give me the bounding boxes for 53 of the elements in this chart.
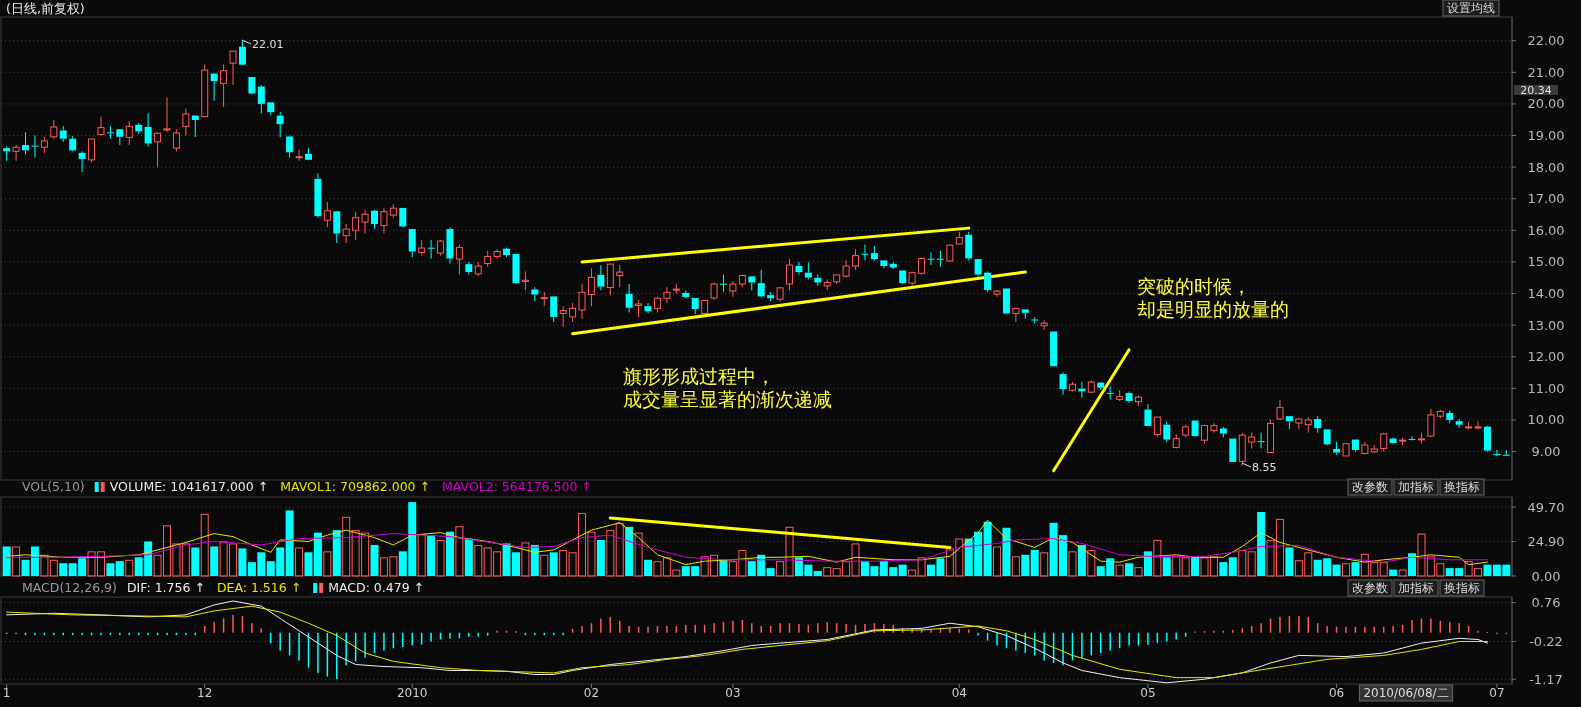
text: MAVOL1: 709862.000 ↑	[280, 479, 431, 494]
y-tick-label: 21.00	[1527, 64, 1565, 80]
x-tick-label: 05	[1140, 686, 1156, 700]
series-label: DEA: 1.516 ↑	[216, 580, 302, 595]
y-tick-label: 49.70	[1527, 499, 1565, 515]
chart-title: VOL(5,10)	[22, 479, 85, 494]
y-tick-label: 0.00	[1531, 568, 1561, 584]
y-tick-label: 16.00	[1527, 222, 1565, 238]
y-tick-label: 14.00	[1527, 286, 1565, 302]
text: 20.34	[1520, 84, 1552, 97]
y-tick-label: -0.22	[1529, 633, 1563, 649]
y-tick-label: 10.00	[1527, 412, 1565, 428]
chart-title: MACD(12,26,9)	[22, 580, 117, 595]
annotation: 加指标	[1398, 480, 1434, 494]
y-tick-label: 12.00	[1527, 349, 1565, 365]
x-tick-label: 06	[1328, 686, 1345, 700]
y-tick-label: 22.00	[1527, 33, 1565, 49]
legend-label: MACD: 0.479 ↑	[328, 580, 425, 595]
y-tick-label: 20.00	[1527, 96, 1565, 112]
x-tick-label: 1	[2, 686, 11, 700]
text: 换指标	[1444, 581, 1480, 595]
annotation: 却是明显的放量的	[1137, 298, 1289, 320]
y-tick-label: 11.00	[1527, 380, 1565, 396]
annotation: 22.01	[252, 38, 284, 51]
x-tick-label: 12	[197, 686, 213, 700]
y-tick-label: 24.90	[1527, 533, 1565, 549]
y-tick-label: 18.00	[1527, 159, 1565, 175]
y-tick-label: -1.17	[1529, 671, 1563, 687]
y-tick-label: 0.76	[1531, 595, 1561, 611]
x-tick-label: 03	[725, 686, 741, 700]
x-tick-label: 02	[583, 686, 600, 700]
y-tick-label: 13.00	[1527, 317, 1565, 333]
legend-label: VOLUME: 1041617.000 ↑	[109, 479, 269, 494]
y-tick-label: 15.00	[1527, 254, 1565, 270]
annotation: 旗形形成过程中，	[623, 365, 775, 387]
series-label: DIF: 1.756 ↑	[126, 580, 205, 595]
x-tick-label: 07	[1489, 686, 1505, 700]
chart-title: (日线,前复权)	[6, 1, 85, 16]
x-tick-label: 2010	[396, 686, 428, 700]
text: 改参数	[1352, 581, 1388, 595]
text: 加指标	[1398, 581, 1434, 595]
annotation: 改参数	[1352, 480, 1388, 494]
annotation: 成交量呈显著的渐次递减	[623, 388, 832, 410]
text: 2010/06/08/二	[1363, 686, 1449, 700]
text: 设置均线	[1447, 1, 1495, 15]
text: MAVOL2: 564176.500 ↑	[442, 479, 592, 494]
y-tick-label: 19.00	[1527, 128, 1565, 144]
y-tick-label: 17.00	[1527, 191, 1565, 207]
annotation: 突破的时候，	[1137, 275, 1251, 297]
y-tick-label: 9.00	[1531, 444, 1561, 460]
x-tick-label: 04	[951, 686, 967, 700]
annotation: 换指标	[1444, 480, 1480, 494]
annotation: 8.55	[1252, 461, 1277, 474]
